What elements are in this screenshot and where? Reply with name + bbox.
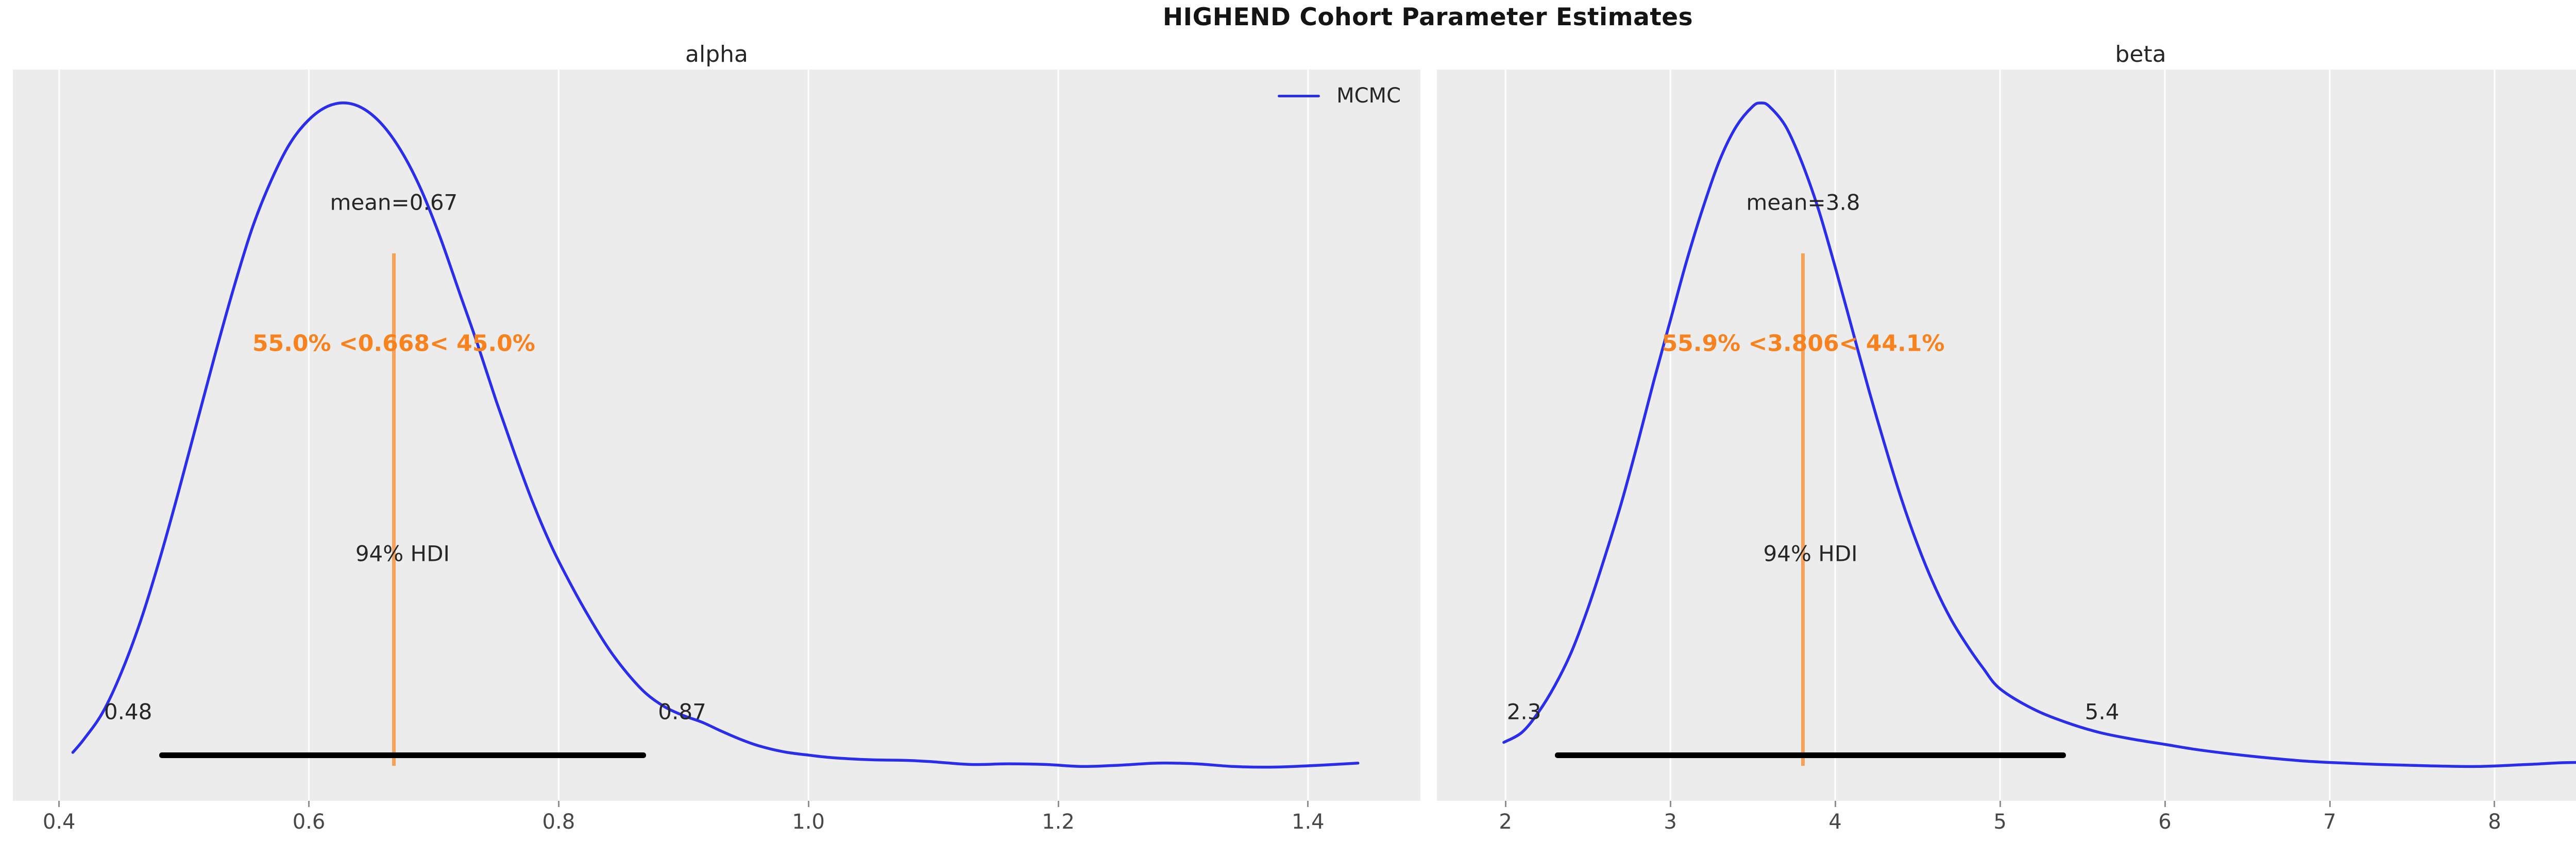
x-tick-mark	[2494, 801, 2496, 807]
kde-curve-path	[1502, 101, 2576, 768]
alpha-mean-label: mean=0.67	[330, 190, 458, 215]
alpha-plot-area: mean=0.67 55.0% <0.668< 45.0% 94% HDI 0.…	[13, 70, 1420, 801]
alpha-hdi-bar	[159, 752, 647, 758]
beta-hdi-high-label: 5.4	[2084, 699, 2120, 725]
alpha-hdi-high-label: 0.87	[658, 699, 706, 725]
alpha-hdi-low-label: 0.48	[104, 699, 152, 725]
beta-ref-value-line	[1801, 253, 1805, 766]
x-tick-mark	[308, 801, 310, 807]
x-tick-label: 7	[2323, 810, 2336, 834]
kde-curve-path	[71, 101, 1360, 769]
alpha-legend-label: MCMC	[1336, 84, 1401, 108]
alpha-panel: alpha mean=0.67 55.0% <0.668< 45.0% 94% …	[13, 0, 1420, 841]
x-tick-mark	[1057, 801, 1059, 807]
beta-density-curve	[1502, 70, 2576, 801]
x-tick-label: 3	[1664, 810, 1677, 834]
x-tick-mark	[1307, 801, 1309, 807]
beta-hdi-label: 94% HDI	[1763, 541, 1858, 567]
x-tick-mark	[807, 801, 809, 807]
alpha-density-curve	[58, 70, 1360, 801]
x-tick-label: 1.0	[792, 810, 825, 834]
beta-plot-area: mean=3.8 55.9% <3.806< 44.1% 94% HDI 2.3…	[1437, 70, 2576, 801]
beta-hdi-bar	[1555, 752, 2066, 758]
alpha-ref-value-line	[392, 253, 396, 766]
alpha-x-axis: 0.4 0.6 0.8 1.0 1.2 1.4	[13, 801, 1420, 841]
beta-panel-title: beta	[2115, 41, 2166, 67]
x-tick-mark	[1669, 801, 1671, 807]
x-tick-mark	[557, 801, 560, 807]
beta-mean-label: mean=3.8	[1746, 190, 1860, 215]
x-tick-label: 5	[1993, 810, 2007, 834]
x-tick-label: 0.4	[42, 810, 76, 834]
x-tick-mark	[1834, 801, 1836, 807]
figure-title: HIGHEND Cohort Parameter Estimates	[1162, 3, 1693, 31]
alpha-hdi-label: 94% HDI	[355, 541, 450, 567]
x-tick-label: 2	[1499, 810, 1512, 834]
beta-panel: beta mean=3.8 55.9% <3.806< 44.1% 94% HD…	[1437, 0, 2576, 841]
x-tick-mark	[2329, 801, 2331, 807]
beta-x-axis: 2345678910	[1437, 801, 2576, 841]
alpha-panel-title: alpha	[685, 41, 748, 67]
x-tick-mark	[1999, 801, 2001, 807]
x-tick-mark	[1504, 801, 1506, 807]
x-tick-label: 0.6	[292, 810, 326, 834]
beta-ref-interval-label: 55.9% <3.806< 44.1%	[1662, 330, 1945, 357]
alpha-ref-interval-label: 55.0% <0.668< 45.0%	[252, 330, 535, 357]
x-tick-label: 1.2	[1042, 810, 1075, 834]
alpha-legend: MCMC	[1278, 84, 1401, 108]
alpha-legend-line-swatch	[1278, 94, 1320, 97]
x-tick-label: 8	[2488, 810, 2501, 834]
x-tick-label: 1.4	[1292, 810, 1325, 834]
x-tick-label: 6	[2158, 810, 2172, 834]
x-tick-label: 0.8	[542, 810, 575, 834]
x-tick-mark	[2164, 801, 2166, 807]
x-tick-mark	[58, 801, 60, 807]
beta-hdi-low-label: 2.3	[1506, 699, 1541, 725]
x-tick-label: 4	[1828, 810, 1842, 834]
